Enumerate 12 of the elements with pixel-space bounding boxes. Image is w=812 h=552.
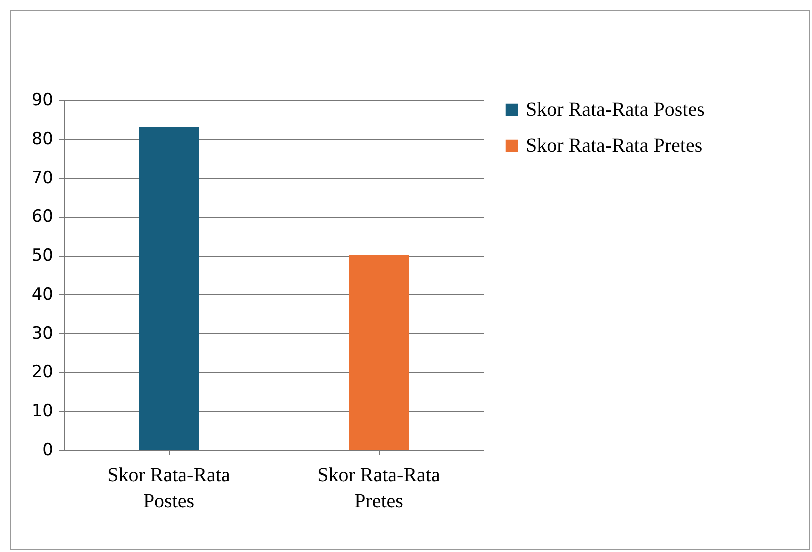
- y-tick-label: 30: [32, 324, 54, 344]
- y-tick-label: 0: [42, 440, 54, 460]
- legend-label: Skor Rata-Rata Postes: [526, 99, 706, 121]
- y-tick-label: 70: [32, 168, 54, 188]
- legend-label: Skor Rata-Rata Pretes: [526, 135, 703, 157]
- y-tick-label: 60: [32, 207, 54, 228]
- y-tick-label: 90: [32, 90, 54, 110]
- y-tick-label: 40: [32, 284, 54, 305]
- y-tick-label: 10: [32, 402, 54, 422]
- y-tick-label: 80: [32, 129, 54, 150]
- y-tick-label: 20: [32, 362, 54, 383]
- y-tick-label: 50: [32, 246, 54, 266]
